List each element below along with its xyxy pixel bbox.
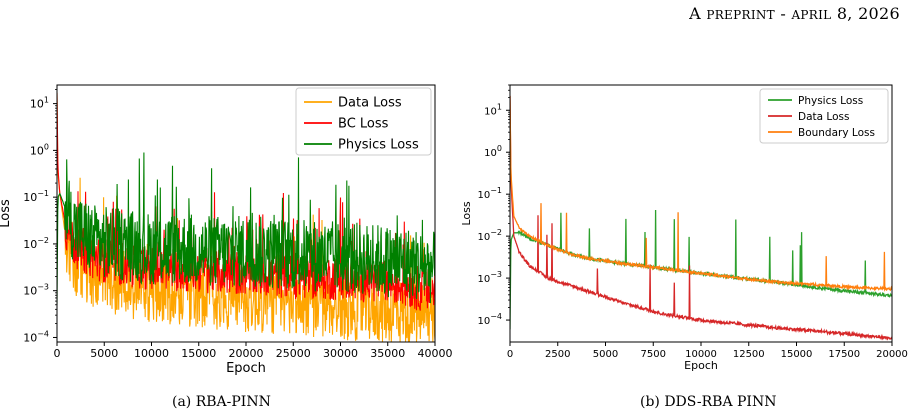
x-tick-label: 2500 <box>545 349 570 360</box>
x-tick-label: 7500 <box>641 349 666 360</box>
y-axis-label: Loss <box>460 201 473 225</box>
x-tick-label: 25000 <box>276 347 311 360</box>
series-line-data-loss <box>510 95 892 341</box>
x-tick-label: 35000 <box>370 347 405 360</box>
legend-label: Data Loss <box>798 111 849 123</box>
x-tick-label: 0 <box>507 349 513 360</box>
y-tick-label: 100 <box>30 142 49 157</box>
y-tick-label: 101 <box>484 102 502 117</box>
series-line-physics-loss <box>57 152 435 305</box>
y-tick-label: 10−2 <box>477 228 502 243</box>
legend-label: Boundary Loss <box>798 127 875 139</box>
caption-a: (a) RBA-PINN <box>172 394 271 410</box>
y-tick-label: 10−1 <box>23 189 49 204</box>
y-tick-label: 10−4 <box>477 312 502 327</box>
legend-box <box>295 87 432 156</box>
x-tick-label: 15000 <box>781 349 813 360</box>
y-tick-label: 10−2 <box>23 236 49 251</box>
y-tick-label: 10−3 <box>477 270 502 285</box>
y-axis-label: Loss <box>0 199 13 228</box>
x-tick-label: 15000 <box>181 347 216 360</box>
header-word2: APRIL <box>791 8 832 22</box>
x-tick-label: 0 <box>54 347 61 360</box>
legend-label: Physics Loss <box>798 95 863 107</box>
y-tick-label: 10−1 <box>477 186 502 201</box>
legend-label: Data Loss <box>338 96 402 111</box>
y-tick-label: 10−3 <box>23 283 49 298</box>
x-tick-label: 30000 <box>323 347 358 360</box>
legend-label: Physics Loss <box>338 138 419 153</box>
header-word1: PREPRINT <box>706 8 775 22</box>
legend-box <box>759 88 889 144</box>
x-tick-label: 20000 <box>229 347 264 360</box>
header-sep: - <box>774 4 792 23</box>
y-tick-label: 101 <box>30 96 49 111</box>
x-tick-label: 5000 <box>90 347 118 360</box>
legend-label: BC Loss <box>338 117 389 132</box>
x-tick-label: 20000 <box>876 349 908 360</box>
header-date-rest: 8, 2026 <box>831 4 900 23</box>
x-axis-label: Epoch <box>226 361 266 376</box>
header-lead: A <box>689 4 701 23</box>
page-header: A PREPRINT - APRIL 8, 2026 <box>689 4 900 23</box>
x-tick-label: 5000 <box>593 349 618 360</box>
x-tick-label: 12500 <box>733 349 765 360</box>
y-tick-label: 10−4 <box>23 329 49 344</box>
caption-b: (b) DDS-RBA PINN <box>640 394 777 410</box>
x-axis-label: Epoch <box>684 359 718 372</box>
x-tick-label: 40000 <box>418 347 453 360</box>
series-line-boundary-loss <box>510 95 892 292</box>
x-tick-label: 17500 <box>828 349 860 360</box>
x-tick-label: 10000 <box>134 347 169 360</box>
x-tick-label: 10000 <box>685 349 717 360</box>
y-tick-label: 100 <box>484 144 502 159</box>
